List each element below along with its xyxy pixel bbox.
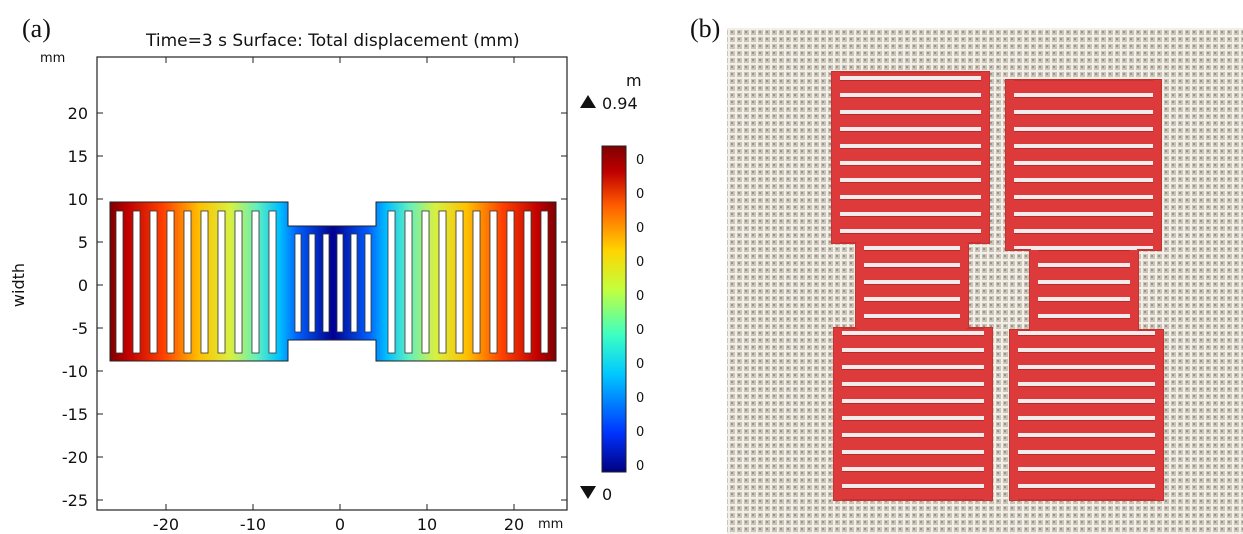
y-tick-label: -25 — [62, 491, 88, 510]
x-axis-ticks — [165, 57, 515, 510]
colorbar-max-label: 0.94 — [602, 94, 638, 113]
specimen-body — [109, 201, 557, 362]
plot-title: Time=3 s Surface: Total displacement (mm… — [145, 31, 520, 51]
colorbar-tick-label: 0 — [636, 289, 644, 304]
colorbar-tick-label: 0 — [636, 357, 644, 372]
panel-b: (b) — [690, 14, 1243, 534]
specimen-slots — [115, 210, 549, 354]
x-tick-label: 10 — [417, 515, 437, 534]
x-unit-label: mm — [538, 517, 563, 532]
down-triangle-icon — [580, 486, 596, 499]
y-tick-label: 0 — [78, 276, 88, 295]
up-triangle-icon — [580, 95, 596, 108]
y-tick-label: 10 — [68, 190, 88, 209]
colorbar-tick-label: 0 — [636, 391, 644, 406]
y-tick-label: 20 — [68, 104, 88, 123]
x-tick-label: 20 — [504, 515, 524, 534]
printed-specimen-left — [831, 71, 993, 501]
panel-b-label: (b) — [690, 14, 720, 43]
y-tick-labels: 20 15 10 5 0 -5 -10 -15 -20 -25 — [62, 104, 88, 510]
colorbar-gradient — [601, 145, 627, 473]
colorbar-tick-label: 0 — [636, 153, 644, 168]
y-tick-label: 5 — [78, 233, 88, 252]
colorbar-tick-labels: 0 0 0 0 0 0 0 0 0 0 — [636, 153, 644, 474]
x-tick-labels: -20 -10 0 10 20 — [153, 515, 524, 534]
colorbar-tick-label: 0 — [636, 255, 644, 270]
x-tick-label: 0 — [335, 515, 345, 534]
colorbar-min-label: 0 — [602, 485, 612, 504]
printed-specimen-right — [1005, 79, 1164, 501]
y-tick-label: -15 — [62, 405, 88, 424]
y-tick-label: -5 — [72, 319, 88, 338]
colorbar-tick-label: 0 — [636, 187, 644, 202]
x-tick-label: -10 — [240, 515, 266, 534]
panel-a: (a) Time=3 s Surface: Total displacement… — [9, 14, 644, 534]
y-tick-label: -20 — [62, 448, 88, 467]
y-axis-label: width — [9, 263, 28, 307]
y-unit-label: mm — [40, 51, 65, 66]
colorbar-tick-label: 0 — [636, 323, 644, 338]
colorbar-tick-label: 0 — [636, 221, 644, 236]
simulated-specimen — [109, 201, 557, 362]
y-tick-label: -10 — [62, 362, 88, 381]
colorbar-unit-label: m — [626, 71, 642, 90]
x-tick-label: -20 — [153, 515, 179, 534]
y-tick-label: 15 — [68, 147, 88, 166]
y-axis-ticks — [97, 112, 567, 501]
colorbar: m 0.94 0 0 0 0 0 0 0 0 0 0 0 — [580, 71, 644, 504]
colorbar-tick-label: 0 — [636, 459, 644, 474]
colorbar-tick-label: 0 — [636, 425, 644, 440]
panel-a-label: (a) — [22, 14, 51, 43]
